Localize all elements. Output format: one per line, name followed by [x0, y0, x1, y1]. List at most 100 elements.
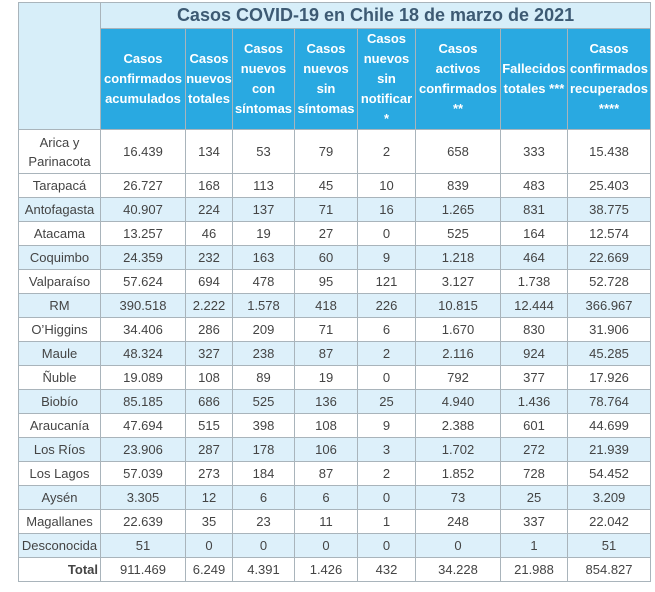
table-row: Arica y Parinacota 16.439 134 53 79 2 658 333 15…: [18, 129, 652, 174]
cell-value: 839: [415, 173, 501, 198]
region-name: Arica y Parinacota: [18, 129, 101, 174]
cell-value: 0: [357, 533, 416, 558]
total-value: 911.469: [100, 557, 186, 582]
cell-value: 525: [232, 389, 295, 414]
region-name: Los Lagos: [18, 461, 101, 486]
region-name: RM: [18, 293, 101, 318]
region-name: Desconocida: [18, 533, 101, 558]
cell-value: 238: [232, 341, 295, 366]
cell-value: 46: [185, 221, 233, 246]
cell-value: 2.388: [415, 413, 501, 438]
cell-value: 1.436: [500, 389, 568, 414]
cell-value: 54.452: [566, 461, 652, 486]
region-name: Antofagasta: [18, 197, 101, 222]
cell-value: 137: [232, 197, 295, 222]
covid-table: Casos COVID-19 en Chile 18 de marzo de 2…: [18, 2, 652, 582]
table-row: Los Lagos 57.039 273 184 87 2 1.852 728 54.452: [18, 461, 652, 486]
header-row: Casos confirmados acumulados Casos nuevos…: [19, 28, 652, 130]
cell-value: 71: [294, 197, 358, 222]
cell-value: 0: [415, 533, 501, 558]
table-row: Antofagasta 40.907 224 137 71 16 1.265 831 38.77…: [18, 197, 652, 222]
cell-value: 327: [185, 341, 233, 366]
cell-value: 10: [357, 173, 416, 198]
cell-value: 78.764: [566, 389, 652, 414]
cell-value: 273: [185, 461, 233, 486]
cell-value: 25: [357, 389, 416, 414]
table-row: Tarapacá 26.727 168 113 45 10 839 483 25.403: [18, 173, 652, 198]
column-header: Casos nuevos con síntomas: [232, 28, 295, 130]
table-row: Magallanes 22.639 35 23 11 1 248 337 22.042: [18, 509, 652, 534]
cell-value: 89: [232, 365, 295, 390]
cell-value: 15.438: [566, 129, 652, 174]
total-label: Total: [18, 557, 101, 582]
cell-value: 0: [232, 533, 295, 558]
cell-value: 79: [294, 129, 358, 174]
cell-value: 19.089: [100, 365, 186, 390]
cell-value: 1: [500, 533, 568, 558]
cell-value: 3.209: [566, 485, 652, 510]
cell-value: 13.257: [100, 221, 186, 246]
cell-value: 0: [357, 485, 416, 510]
cell-value: 224: [185, 197, 233, 222]
column-header: Casos confirmados acumulados: [100, 28, 186, 130]
cell-value: 38.775: [566, 197, 652, 222]
cell-value: 483: [500, 173, 568, 198]
table-row: Coquimbo 24.359 232 163 60 9 1.218 464 22.669: [18, 245, 652, 270]
cell-value: 25.403: [566, 173, 652, 198]
cell-value: 515: [185, 413, 233, 438]
cell-value: 35: [185, 509, 233, 534]
cell-value: 3.305: [100, 485, 186, 510]
cell-value: 601: [500, 413, 568, 438]
cell-value: 728: [500, 461, 568, 486]
cell-value: 164: [500, 221, 568, 246]
cell-value: 16.439: [100, 129, 186, 174]
total-value: 4.391: [232, 557, 295, 582]
cell-value: 1.578: [232, 293, 295, 318]
cell-value: 2: [357, 341, 416, 366]
cell-value: 45.285: [566, 341, 652, 366]
cell-value: 21.939: [566, 437, 652, 462]
cell-value: 22.639: [100, 509, 186, 534]
cell-value: 87: [294, 461, 358, 486]
cell-value: 924: [500, 341, 568, 366]
table-row: O’Higgins 34.406 286 209 71 6 1.670 830 31.906: [18, 317, 652, 342]
table-row: Los Ríos 23.906 287 178 106 3 1.702 272 21.939: [18, 437, 652, 462]
region-name: Tarapacá: [18, 173, 101, 198]
cell-value: 48.324: [100, 341, 186, 366]
cell-value: 1: [357, 509, 416, 534]
cell-value: 478: [232, 269, 295, 294]
cell-value: 0: [357, 221, 416, 246]
table-row: Desconocida 51 0 0 0 0 0 1 51: [18, 533, 652, 558]
cell-value: 3.127: [415, 269, 501, 294]
total-value: 6.249: [185, 557, 233, 582]
cell-value: 85.185: [100, 389, 186, 414]
cell-value: 136: [294, 389, 358, 414]
cell-value: 73: [415, 485, 501, 510]
cell-value: 22.042: [566, 509, 652, 534]
cell-value: 6: [232, 485, 295, 510]
cell-value: 87: [294, 341, 358, 366]
cell-value: 168: [185, 173, 233, 198]
cell-value: 2: [357, 129, 416, 174]
cell-value: 178: [232, 437, 295, 462]
column-header: Casos nuevos sin síntomas: [294, 28, 358, 130]
cell-value: 10.815: [415, 293, 501, 318]
cell-value: 4.940: [415, 389, 501, 414]
cell-value: 377: [500, 365, 568, 390]
region-name: Atacama: [18, 221, 101, 246]
cell-value: 45: [294, 173, 358, 198]
cell-value: 108: [185, 365, 233, 390]
cell-value: 44.699: [566, 413, 652, 438]
cell-value: 12: [185, 485, 233, 510]
cell-value: 47.694: [100, 413, 186, 438]
cell-value: 390.518: [100, 293, 186, 318]
cell-value: 40.907: [100, 197, 186, 222]
cell-value: 52.728: [566, 269, 652, 294]
total-value: 432: [357, 557, 416, 582]
cell-value: 658: [415, 129, 501, 174]
total-value: 21.988: [500, 557, 568, 582]
cell-value: 19: [232, 221, 295, 246]
region-name: Maule: [18, 341, 101, 366]
cell-value: 272: [500, 437, 568, 462]
